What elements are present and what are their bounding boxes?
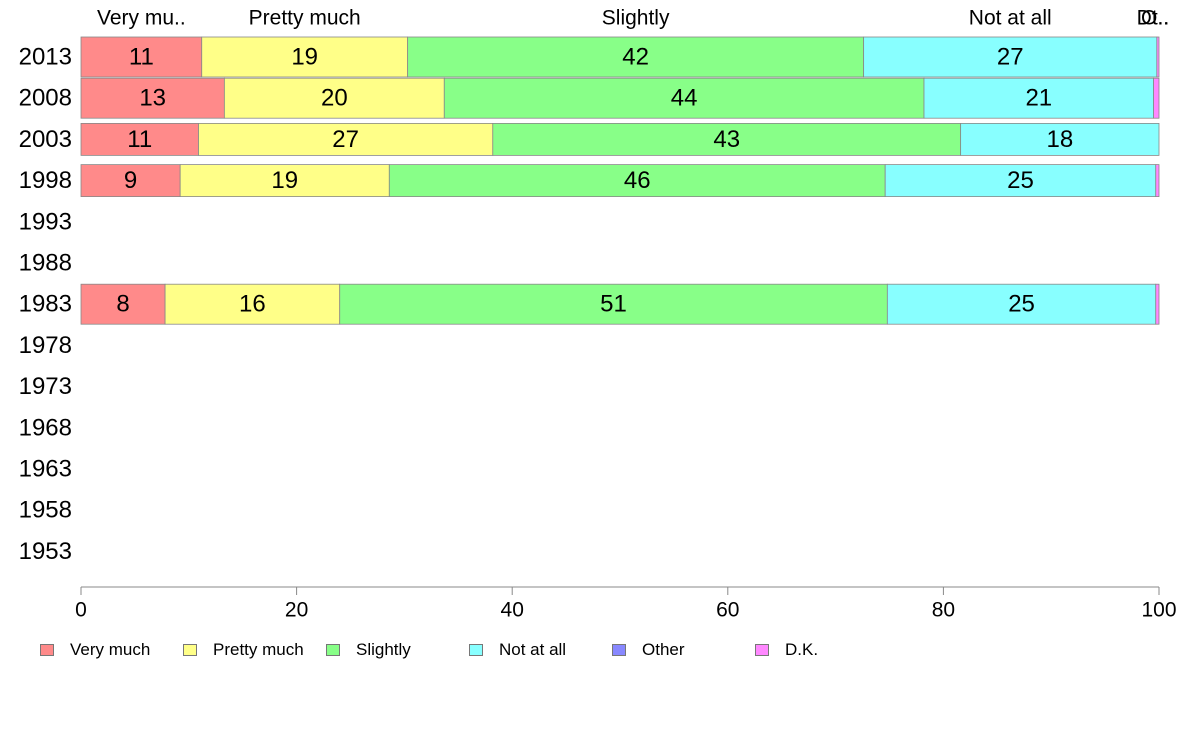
bar-1983-d-k- bbox=[1155, 283, 1160, 325]
data-label-2013-1: 19 bbox=[291, 44, 318, 71]
data-label-2008-3: 21 bbox=[1025, 85, 1052, 112]
bar-2003-very-much bbox=[80, 123, 199, 156]
legend-swatch-not-at-all bbox=[469, 644, 483, 656]
legend-label-slightly: Slightly bbox=[356, 640, 411, 659]
legend-swatch-dk bbox=[755, 644, 769, 656]
bar-2013-pretty-much bbox=[201, 36, 409, 78]
legend-label-very-much: Very much bbox=[70, 640, 151, 659]
data-label-1983-1: 16 bbox=[239, 291, 266, 318]
bar-1983-very-much bbox=[80, 283, 166, 325]
legend-item-slightly: Slightly bbox=[326, 640, 411, 660]
x-tick-label-0: 0 bbox=[75, 599, 87, 622]
category-label-2003: 2003 bbox=[19, 126, 72, 153]
legend-swatch-slightly bbox=[326, 644, 340, 656]
category-label-1963: 1963 bbox=[19, 456, 72, 483]
legend-item-very-much: Very much bbox=[40, 640, 150, 660]
x-tick-label-100: 100 bbox=[1141, 599, 1176, 622]
legend-label-other: Other bbox=[642, 640, 685, 659]
bar-2008-very-much bbox=[80, 77, 225, 119]
legend-item-other: Other bbox=[612, 640, 685, 660]
data-label-1983-3: 25 bbox=[1008, 291, 1035, 318]
x-tick-label-80: 80 bbox=[932, 599, 955, 622]
top-label-1: Pretty much bbox=[249, 7, 361, 30]
category-label-1978: 1978 bbox=[19, 332, 72, 359]
legend-swatch-very-much bbox=[40, 644, 54, 656]
category-label-1998: 1998 bbox=[19, 167, 72, 194]
data-label-2003-3: 18 bbox=[1046, 126, 1073, 153]
data-label-2008-2: 44 bbox=[671, 85, 698, 112]
bar-2013-not-at-all bbox=[863, 36, 1158, 78]
bar-1983-slightly bbox=[339, 283, 888, 325]
legend-label-dk: D.K. bbox=[785, 640, 819, 659]
bar-2008-slightly bbox=[443, 77, 925, 119]
category-label-1988: 1988 bbox=[19, 250, 72, 277]
category-label-1953: 1953 bbox=[19, 538, 72, 565]
data-label-2003-0: 11 bbox=[127, 126, 152, 153]
x-tick-label-20: 20 bbox=[285, 599, 308, 622]
data-label-1998-2: 46 bbox=[624, 167, 651, 194]
top-label-4: O.. bbox=[1141, 7, 1169, 30]
bar-1983-not-at-all bbox=[886, 283, 1157, 325]
category-label-1983: 1983 bbox=[19, 291, 72, 318]
legend-swatch-pretty-much bbox=[183, 644, 197, 656]
legend: Very much Pretty much Slightly Not at al… bbox=[40, 640, 940, 660]
legend-item-dk: D.K. bbox=[755, 640, 818, 660]
legend-swatch-other bbox=[612, 644, 626, 656]
data-label-2008-1: 20 bbox=[321, 85, 348, 112]
bar-1998-not-at-all bbox=[884, 164, 1157, 198]
x-tick-label-40: 40 bbox=[501, 599, 524, 622]
category-label-2008: 2008 bbox=[19, 85, 72, 112]
data-label-1983-2: 51 bbox=[600, 291, 627, 318]
data-label-1998-0: 9 bbox=[124, 167, 137, 194]
category-label-1968: 1968 bbox=[19, 414, 72, 441]
top-label-3: Not at all bbox=[969, 7, 1052, 30]
data-label-1998-3: 25 bbox=[1007, 167, 1034, 194]
data-label-2008-0: 13 bbox=[139, 85, 166, 112]
data-label-2003-2: 43 bbox=[713, 126, 740, 153]
bar-1998-very-much bbox=[80, 164, 181, 198]
data-label-1983-0: 8 bbox=[116, 291, 129, 318]
legend-item-not-at-all: Not at all bbox=[469, 640, 566, 660]
category-label-1958: 1958 bbox=[19, 497, 72, 524]
data-label-1998-1: 19 bbox=[271, 167, 298, 194]
category-label-2013: 2013 bbox=[19, 44, 72, 71]
legend-item-pretty-much: Pretty much bbox=[183, 640, 304, 660]
bar-2013-d-k- bbox=[1156, 36, 1160, 78]
bar-2003-not-at-all bbox=[960, 123, 1160, 156]
top-label-2: Slightly bbox=[602, 7, 670, 30]
data-label-2013-2: 42 bbox=[622, 44, 649, 71]
bar-2003-pretty-much bbox=[198, 123, 494, 156]
bar-1998-pretty-much bbox=[179, 164, 390, 198]
top-label-0: Very mu.. bbox=[97, 7, 186, 30]
x-tick-label-60: 60 bbox=[716, 599, 739, 622]
bar-2008-pretty-much bbox=[223, 77, 445, 119]
bar-2008-d-k- bbox=[1153, 77, 1160, 119]
data-label-2003-1: 27 bbox=[332, 126, 359, 153]
legend-label-not-at-all: Not at all bbox=[499, 640, 567, 659]
data-label-2013-0: 11 bbox=[129, 44, 154, 71]
bar-2008-not-at-all bbox=[923, 77, 1155, 119]
legend-label-pretty-much: Pretty much bbox=[213, 640, 304, 659]
bar-2013-very-much bbox=[80, 36, 203, 78]
bar-1983-pretty-much bbox=[164, 283, 341, 325]
bar-2013-slightly bbox=[407, 36, 865, 78]
bar-1998-d-k- bbox=[1155, 164, 1160, 198]
top-label-5: Dt.. bbox=[1137, 7, 1170, 30]
category-label-1973: 1973 bbox=[19, 373, 72, 400]
data-label-2013-3: 27 bbox=[997, 44, 1024, 71]
category-label-1993: 1993 bbox=[19, 208, 72, 235]
